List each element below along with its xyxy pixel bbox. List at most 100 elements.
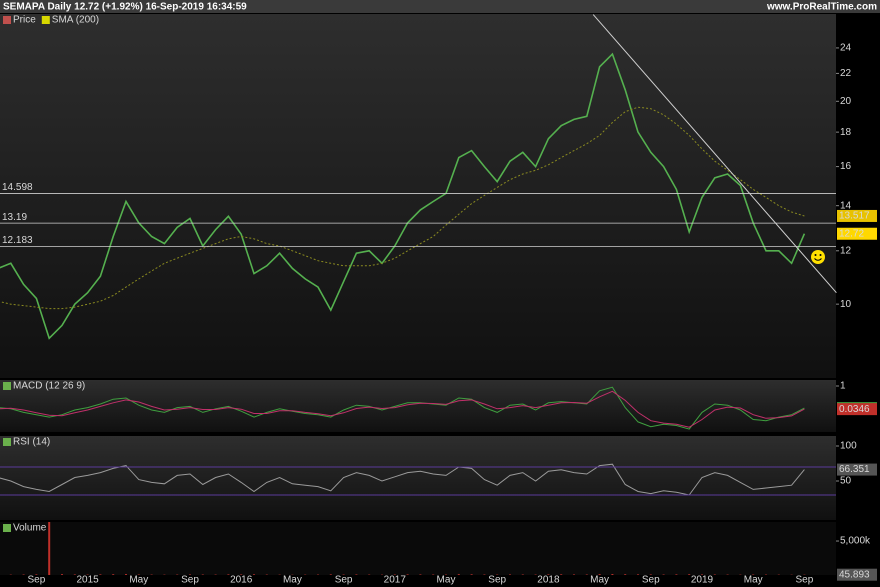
x-tick-label: 2019 xyxy=(691,575,714,586)
y-tick-label: 50 xyxy=(840,476,852,487)
x-tick-label: 2016 xyxy=(230,575,253,586)
series-line xyxy=(0,52,806,340)
x-tick-label: May xyxy=(744,575,763,586)
bar xyxy=(329,574,332,575)
value-box-label: 12.72 xyxy=(839,228,864,239)
bar xyxy=(61,574,63,575)
smiley-icon xyxy=(811,250,825,264)
volume-panel xyxy=(0,522,836,575)
legend-label: SMA (200) xyxy=(52,15,99,26)
bar xyxy=(611,574,614,575)
y-tick-label: 24 xyxy=(840,43,852,54)
plot-area xyxy=(0,386,805,430)
bar xyxy=(355,574,358,575)
bar xyxy=(227,574,230,575)
x-tick-label: Sep xyxy=(796,575,814,586)
x-tick-label: 2015 xyxy=(76,575,99,586)
legend-swatch xyxy=(41,16,50,24)
series-line xyxy=(0,463,805,496)
price-panel xyxy=(0,14,836,378)
series-line xyxy=(0,390,805,428)
value-box-label: 0.0346 xyxy=(839,404,870,415)
y-tick-label: 22 xyxy=(840,68,852,79)
y-tick-label: 5,000k xyxy=(840,536,871,547)
bar xyxy=(675,574,678,575)
header-source: www.ProRealTime.com xyxy=(766,2,877,13)
bar xyxy=(573,574,575,575)
horizontal-line-label: 12.183 xyxy=(2,235,33,246)
legend-swatch xyxy=(3,438,11,446)
bar xyxy=(470,574,473,575)
y-tick-label: 10 xyxy=(840,299,852,310)
rsi-panel xyxy=(0,436,836,520)
y-tick-label: 12 xyxy=(840,245,852,256)
x-tick-label: Sep xyxy=(642,575,660,586)
x-tick-label: Sep xyxy=(181,575,199,586)
value-box xyxy=(837,568,877,581)
x-tick-label: Sep xyxy=(335,575,353,586)
bar xyxy=(253,574,255,575)
x-tick-label: 2017 xyxy=(384,575,407,586)
plot-area xyxy=(0,52,806,340)
y-tick-label: 18 xyxy=(840,127,852,138)
y-tick-label: 14 xyxy=(840,200,852,211)
x-tick-label: Sep xyxy=(488,575,506,586)
macd-panel xyxy=(0,380,836,432)
bar xyxy=(547,574,550,575)
bar xyxy=(419,574,422,575)
bar xyxy=(406,574,409,575)
bar xyxy=(598,574,601,575)
x-tick-label: May xyxy=(283,575,302,586)
y-tick-label: 20 xyxy=(840,96,852,107)
x-tick-label: May xyxy=(437,575,456,586)
bar xyxy=(624,574,627,575)
header-title: SEMAPA Daily 12.72 (+1.92%) 16-Sep-2019 … xyxy=(3,2,247,13)
y-tick-label: 1 xyxy=(840,381,846,392)
bar xyxy=(189,574,191,575)
panel-title: Volume xyxy=(13,523,47,534)
bar xyxy=(701,574,703,575)
bar xyxy=(240,574,243,575)
bar xyxy=(73,574,76,575)
bar xyxy=(112,574,115,575)
legend-label: Price xyxy=(13,15,36,26)
value-box xyxy=(837,227,877,240)
panel-title: RSI (14) xyxy=(13,437,50,448)
x-tick-label: May xyxy=(129,575,148,586)
bar xyxy=(99,574,102,575)
value-box xyxy=(837,209,877,222)
legend-swatch xyxy=(3,16,11,24)
header-bar xyxy=(0,0,880,13)
y-tick-label: 100 xyxy=(840,441,857,452)
bar xyxy=(48,522,51,575)
value-box-label: 66.351 xyxy=(839,464,870,475)
y-tick-label: 16 xyxy=(840,161,852,172)
bar xyxy=(457,574,460,575)
value-box-label: 13.517 xyxy=(839,211,870,222)
x-tick-label: 2018 xyxy=(537,575,560,586)
x-tick-label: Sep xyxy=(28,575,46,586)
panel-title: MACD (12 26 9) xyxy=(13,381,85,392)
series-line xyxy=(0,106,805,310)
bar xyxy=(509,574,511,575)
bar xyxy=(560,574,563,575)
legend-swatch xyxy=(3,524,11,532)
x-tick-label: May xyxy=(590,575,609,586)
value-box xyxy=(837,403,877,416)
bar xyxy=(35,574,38,575)
value-box-label: 45.893 xyxy=(839,569,870,580)
bar xyxy=(688,574,691,575)
bar xyxy=(649,574,652,575)
bar xyxy=(125,574,127,575)
bar xyxy=(637,574,639,575)
horizontal-line-label: 14.598 xyxy=(2,182,33,193)
plot-area xyxy=(0,463,805,496)
value-box xyxy=(837,463,877,476)
trendline xyxy=(592,14,837,294)
legend-swatch xyxy=(3,382,11,390)
horizontal-line-label: 13.19 xyxy=(2,212,27,223)
series-line xyxy=(0,386,805,430)
plot-area xyxy=(9,522,806,575)
